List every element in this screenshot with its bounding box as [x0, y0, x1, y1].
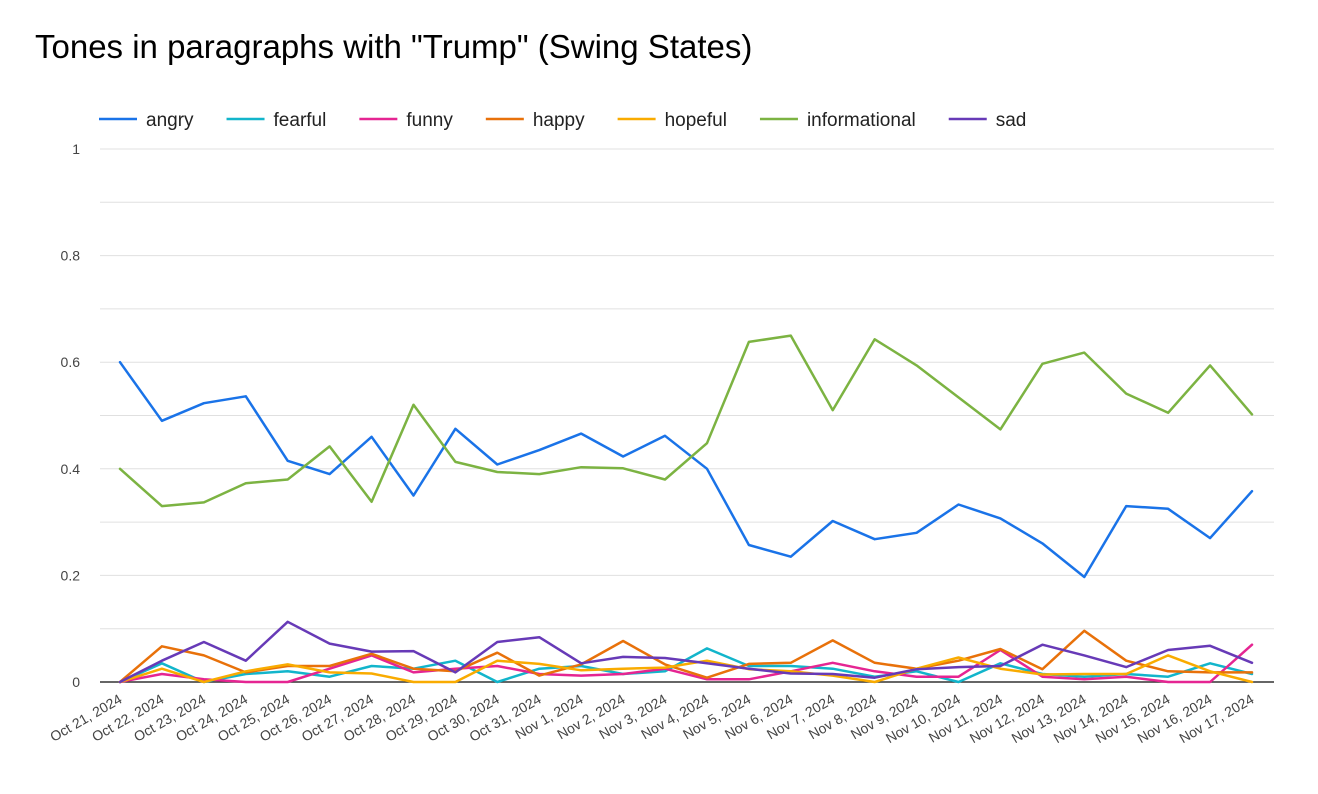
legend: angry fearful funny happy hopeful information…	[99, 110, 1026, 131]
y-tick-label: 0	[72, 674, 80, 690]
y-tick-label: 1	[72, 141, 80, 157]
y-tick-label: 0.8	[61, 248, 81, 264]
legend-label: sad	[996, 110, 1027, 131]
legend-label: informational	[807, 110, 916, 131]
legend-label: angry	[146, 110, 194, 131]
chart-title: Tones in paragraphs with "Trump" (Swing …	[35, 28, 753, 65]
legend-item-hopeful: hopeful	[617, 110, 727, 131]
legend-label: fearful	[274, 110, 327, 131]
legend-item-funny: funny	[359, 110, 453, 131]
legend-label: happy	[533, 110, 585, 131]
series-lines	[118, 334, 1254, 684]
legend-item-informational: informational	[759, 110, 916, 131]
series-line-hopeful	[118, 654, 1254, 684]
y-tick-label: 0.2	[61, 567, 81, 583]
legend-item-angry: angry	[99, 110, 194, 131]
legend-item-happy: happy	[485, 110, 585, 131]
y-tick-label: 0.4	[61, 461, 81, 477]
series-line-sad	[118, 620, 1254, 684]
series-line-angry	[118, 360, 1254, 579]
legend-item-sad: sad	[948, 110, 1027, 131]
legend-label: hopeful	[665, 110, 727, 131]
gridlines	[100, 148, 1274, 683]
legend-label: funny	[406, 110, 453, 131]
series-line-funny	[118, 643, 1254, 684]
legend-item-fearful: fearful	[226, 110, 327, 131]
y-tick-label: 0.6	[61, 354, 81, 370]
y-axis-ticks: 0 0.2 0.4 0.6 0.8 1	[61, 141, 81, 690]
series-line-informational	[118, 334, 1254, 508]
